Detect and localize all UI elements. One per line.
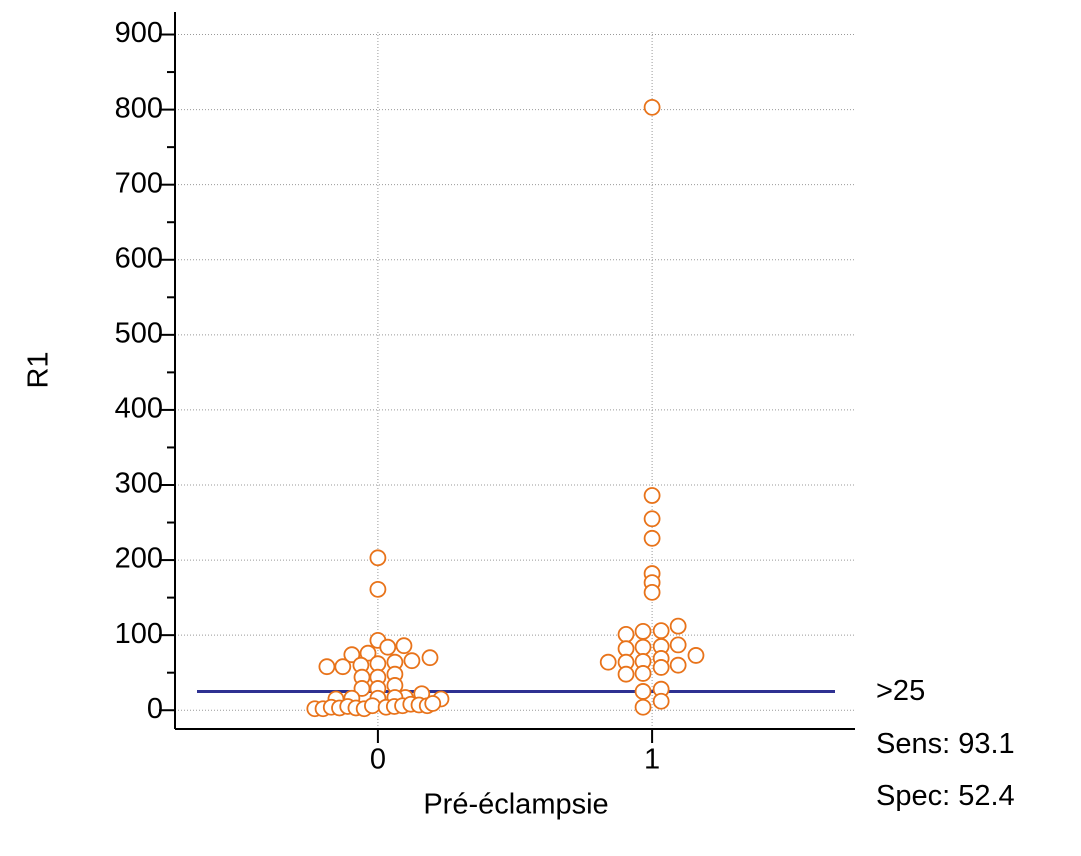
x-tick-label: 0: [370, 744, 386, 776]
point: [617, 626, 635, 643]
point: [634, 683, 652, 700]
cutoff-label: >25: [876, 675, 925, 707]
point: [643, 487, 661, 504]
point: [424, 695, 442, 712]
point: [669, 656, 687, 674]
y-tick-label: 800: [115, 92, 163, 124]
y-tick-label: 900: [115, 17, 163, 49]
point: [359, 644, 377, 662]
y-tick-label: 600: [115, 242, 163, 274]
point: [652, 622, 670, 640]
point: [643, 529, 661, 547]
x-tick-label: 1: [644, 744, 660, 776]
y-tick-label: 700: [115, 167, 163, 199]
point: [369, 580, 387, 598]
point: [643, 583, 661, 601]
point: [334, 658, 352, 676]
y-tick-label: 500: [115, 317, 163, 349]
annotation: Sens: 93.1: [876, 728, 1015, 760]
annotation: Spec: 52.4: [876, 780, 1015, 812]
point: [643, 510, 661, 528]
x-axis-label: Pré-éclampsie: [423, 789, 608, 821]
point: [669, 617, 687, 635]
point: [421, 649, 439, 667]
y-axis-label: R1: [23, 351, 55, 388]
point: [634, 622, 652, 640]
y-tick-label: 200: [115, 543, 163, 575]
point: [599, 653, 617, 671]
point: [343, 646, 361, 664]
y-tick-label: 0: [147, 693, 163, 725]
point: [652, 659, 670, 676]
point: [687, 647, 705, 664]
point: [634, 638, 652, 656]
point: [379, 638, 397, 656]
point: [652, 692, 670, 710]
point: [634, 698, 652, 716]
point: [634, 665, 652, 682]
point: [617, 665, 635, 683]
point: [669, 636, 687, 654]
point: [369, 549, 387, 567]
point: [403, 652, 421, 670]
y-tick-label: 400: [115, 393, 163, 425]
point: [643, 98, 661, 116]
y-tick-label: 100: [115, 618, 163, 650]
point: [318, 658, 336, 676]
y-tick-label: 300: [115, 468, 163, 500]
point: [353, 680, 371, 697]
point: [364, 697, 381, 715]
point: [395, 637, 413, 655]
